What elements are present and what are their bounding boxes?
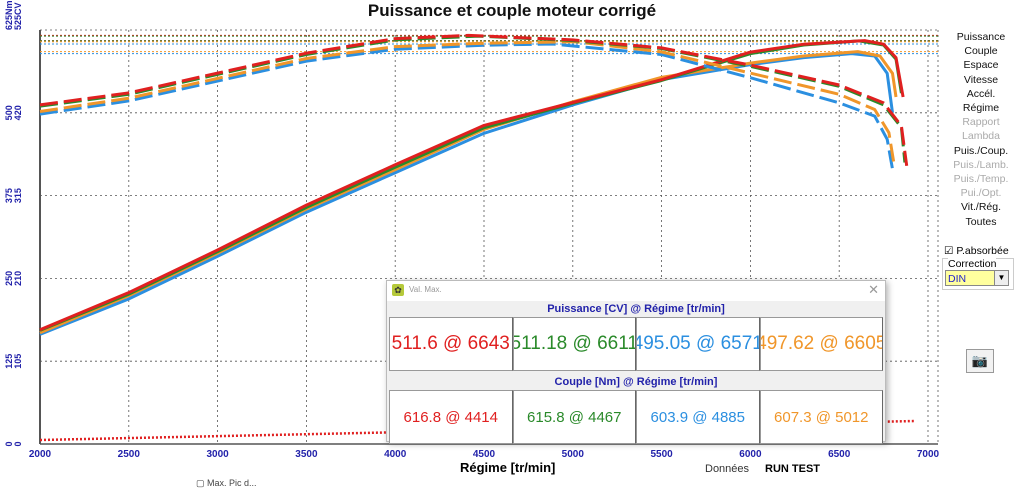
max-values-dialog: ✿ Val. Max. ✕ Puissance [CV] @ Régime [t… — [386, 280, 886, 444]
y-tick-cv: 105 — [13, 354, 23, 369]
app-icon: ✿ — [392, 284, 404, 296]
correction-select[interactable]: DIN ▼ — [945, 270, 1009, 286]
pabsorbee-checkbox[interactable]: ☑ P.absorbée — [944, 245, 1009, 257]
menu-item-toutes[interactable]: Toutes — [965, 215, 997, 228]
x-tick-label: 5500 — [650, 449, 673, 460]
menu-item-vit-r-g-[interactable]: Vit./Rég. — [960, 201, 1002, 214]
power-header: Puissance [CV] @ Régime [tr/min] — [547, 303, 725, 315]
torque-max-value: 607.3 @ 5012 — [759, 390, 883, 444]
x-tick-label: 4000 — [384, 449, 407, 460]
camera-button[interactable]: 📷 — [966, 349, 994, 373]
x-tick-label: 7000 — [917, 449, 940, 460]
torque-curve — [39, 42, 894, 170]
menu-item-acc-l-[interactable]: Accél. — [966, 87, 996, 100]
close-icon[interactable]: ✕ — [868, 282, 879, 297]
pabsorbee-label: P.absorbée — [956, 245, 1009, 257]
menu-item-espace[interactable]: Espace — [963, 59, 999, 72]
x-tick-label: 6000 — [739, 449, 762, 460]
menu-item-pui-opt-: Pui./Opt. — [960, 187, 1002, 200]
x-tick-label: 6500 — [828, 449, 851, 460]
chevron-down-icon[interactable]: ▼ — [994, 271, 1008, 285]
power-values-row: 511.6 @ 6643 511.18 @ 6611 495.05 @ 6571 49… — [389, 317, 883, 371]
y-tick-nm: 250 — [4, 271, 14, 286]
chart-title: Puissance et couple moteur corrigé — [367, 1, 657, 20]
y-tick-nm: 375 — [4, 188, 14, 203]
torque-max-value: 615.8 @ 4467 — [512, 390, 636, 444]
run-name: RUN TEST — [765, 463, 820, 475]
y-tick-cv: 525CV — [13, 2, 23, 30]
torque-curve — [39, 34, 907, 163]
menu-item-vitesse[interactable]: Vitesse — [963, 73, 999, 86]
torque-header: Couple [Nm] @ Régime [tr/min] — [554, 376, 718, 388]
power-max-value: 511.18 @ 6611 — [512, 317, 636, 371]
torque-values-row: 616.8 @ 4414 615.8 @ 4467 603.9 @ 4885 607.… — [389, 390, 883, 444]
y-tick-nm: 125 — [4, 354, 14, 369]
y-tick-cv: 315 — [13, 188, 23, 203]
y-tick-cv: 0 — [13, 441, 23, 446]
x-tick-label: 2500 — [118, 449, 141, 460]
checkbox-icon[interactable]: ☑ — [944, 245, 954, 257]
y-tick-nm: 625Nm — [4, 0, 14, 30]
y-tick-cv: 210 — [13, 271, 23, 286]
menu-item-couple[interactable]: Couple — [964, 45, 998, 58]
view-menu: Puissance Couple Espace Vitesse Accél. Régime… — [938, 30, 1024, 229]
dialog-title: Val. Max. — [409, 285, 442, 294]
menu-item-puissance[interactable]: Puissance — [956, 31, 1006, 43]
x-tick-label: 4500 — [473, 449, 496, 460]
footer-option[interactable]: ▢ Max. Pic d... — [196, 478, 257, 488]
y-tick-nm: 500 — [4, 105, 14, 120]
x-tick-label: 3000 — [206, 449, 229, 460]
correction-value: DIN — [948, 273, 967, 285]
x-tick-label: 2000 — [29, 449, 52, 460]
camera-icon: 📷 — [971, 353, 989, 368]
x-tick-label: 5000 — [562, 449, 585, 460]
power-max-value: 497.62 @ 6605 — [759, 317, 883, 371]
menu-item-rapport: Rapport — [962, 116, 1000, 129]
menu-item-r-gime[interactable]: Régime — [962, 102, 1000, 115]
torque-max-value: 603.9 @ 4885 — [636, 390, 760, 444]
correction-group: Correction DIN ▼ — [942, 258, 1014, 290]
torque-curve — [39, 33, 909, 166]
dialog-titlebar[interactable]: ✿ Val. Max. ✕ — [387, 281, 885, 301]
menu-item-puis-temp-: Puis./Temp. — [953, 173, 1009, 186]
menu-item-puis-lamb-: Puis./Lamb. — [953, 158, 1009, 171]
torque-max-value: 616.8 @ 4414 — [389, 390, 513, 444]
menu-item-lambda: Lambda — [962, 130, 1000, 143]
data-label: Données — [705, 463, 750, 475]
x-tick-label: 3500 — [295, 449, 318, 460]
y-tick-nm: 0 — [4, 441, 14, 446]
correction-label: Correction — [948, 258, 997, 270]
menu-item-puis-coup-[interactable]: Puis./Coup. — [953, 144, 1009, 157]
power-max-value: 511.6 @ 6643 — [389, 317, 513, 371]
x-axis-label: Régime [tr/min] — [460, 460, 556, 475]
power-curve — [39, 39, 905, 332]
y-tick-cv: 420 — [13, 105, 23, 120]
power-max-value: 495.05 @ 6571 — [636, 317, 760, 371]
